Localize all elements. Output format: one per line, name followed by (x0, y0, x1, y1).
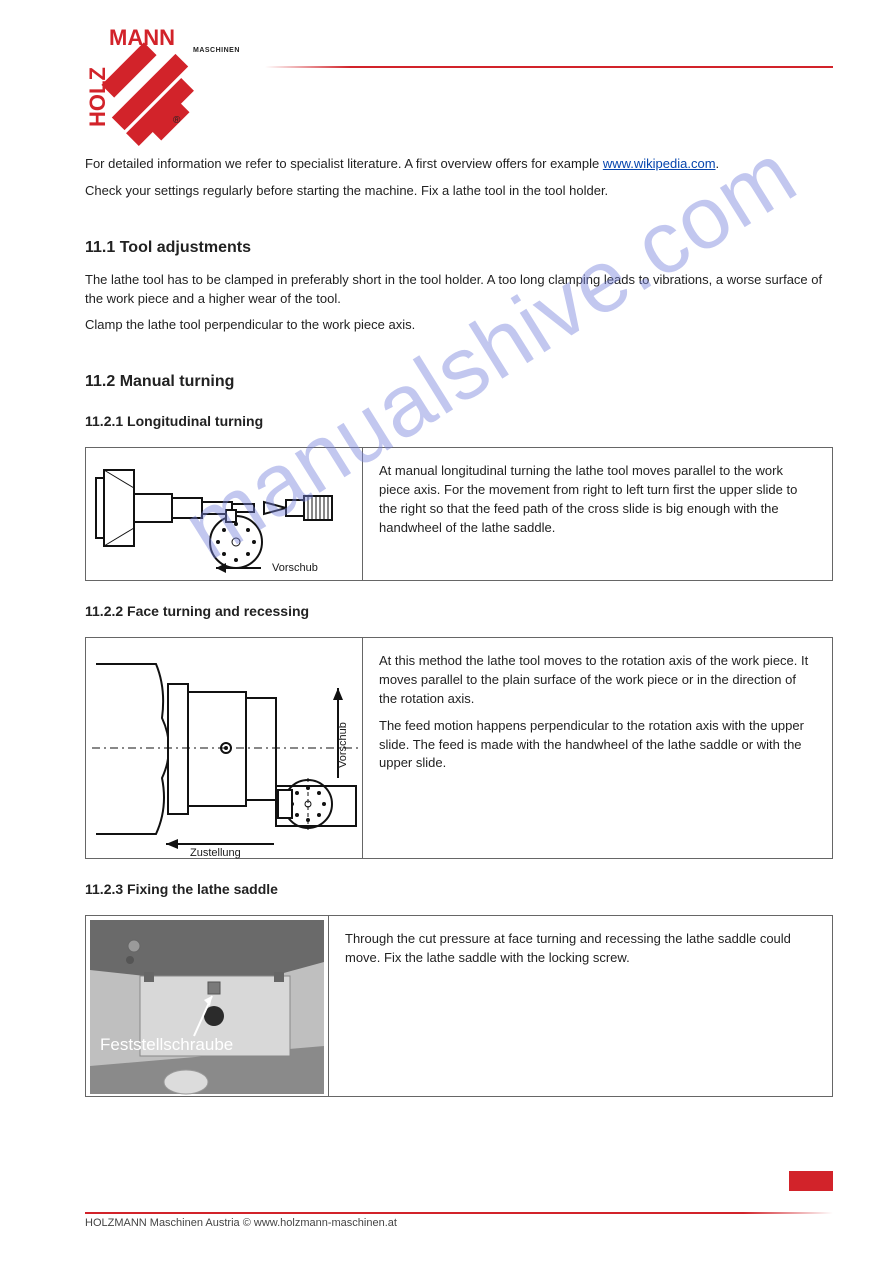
page-number-badge (789, 1171, 833, 1191)
svg-text:Vorschub: Vorschub (337, 722, 349, 768)
figure-image-longitudinal: Vorschub (86, 448, 363, 580)
face-turning-diagram-icon: Vorschub Zustellung (86, 638, 362, 860)
figure-image-fixing-saddle: Feststellschraube (86, 916, 329, 1096)
svg-text:Zustellung: Zustellung (190, 847, 241, 859)
footer-text: HOLZMANN Maschinen Austria © www.holzman… (85, 1217, 833, 1229)
registered-mark-icon: ® (173, 115, 180, 126)
intro-paragraph-1: For detailed information we refer to spe… (85, 155, 833, 174)
figure-image-face-turning: Vorschub Zustellung (86, 638, 363, 858)
logo-maschinen-text: MASCHINEN (193, 47, 240, 54)
vorschub-label: Vorschub (272, 562, 318, 574)
tool-adj-paragraph-2: Clamp the lathe tool perpendicular to th… (85, 316, 833, 335)
saddle-photo-icon: Feststellschraube (86, 916, 328, 1098)
intro-paragraph-2: Check your settings regularly before sta… (85, 182, 833, 201)
subsection-fixing-lathe-saddle: 11.2.3 Fixing the lathe saddle (85, 881, 833, 897)
logo-holz-text: HOLZ (85, 67, 111, 127)
subsection-longitudinal-turning: 11.2.1 Longitudinal turning (85, 413, 833, 429)
section-heading-manual-turning: 11.2 Manual turning (85, 373, 833, 391)
figure-face-turning: Vorschub Zustellung At this method the l… (85, 637, 833, 859)
section-heading-tool-adjustments: 11.1 Tool adjustments (85, 239, 833, 257)
footer-rule (85, 1212, 833, 1214)
face-turning-text-1: At this method the lathe tool moves to t… (379, 652, 816, 709)
wikipedia-link[interactable]: www.wikipedia.com (603, 156, 716, 171)
figure-caption-face-turning: At this method the lathe tool moves to t… (363, 638, 832, 858)
figure-fixing-saddle: Feststellschraube Through the cut pressu… (85, 915, 833, 1097)
intro-text-post: . (716, 156, 720, 171)
header-rule (265, 66, 833, 68)
figure-caption-longitudinal: At manual longitudinal turning the lathe… (363, 448, 832, 580)
brand-logo: HOLZ MANN MASCHINEN ® (85, 25, 190, 130)
tool-adj-paragraph-1: The lathe tool has to be clamped in pref… (85, 271, 833, 309)
longitudinal-turning-diagram-icon: Vorschub (86, 448, 362, 582)
page-content: For detailed information we refer to spe… (85, 25, 833, 1097)
figure-caption-fixing-saddle: Through the cut pressure at face turning… (329, 916, 832, 1096)
page-footer: HOLZMANN Maschinen Austria © www.holzman… (0, 1212, 893, 1229)
intro-text-pre: For detailed information we refer to spe… (85, 156, 603, 171)
subsection-face-turning: 11.2.2 Face turning and recessing (85, 603, 833, 619)
face-turning-text-2: The feed motion happens perpendicular to… (379, 717, 816, 774)
feststellschraube-label: Feststellschraube (100, 1035, 233, 1054)
figure-longitudinal-turning: Vorschub At manual longitudinal turning … (85, 447, 833, 581)
